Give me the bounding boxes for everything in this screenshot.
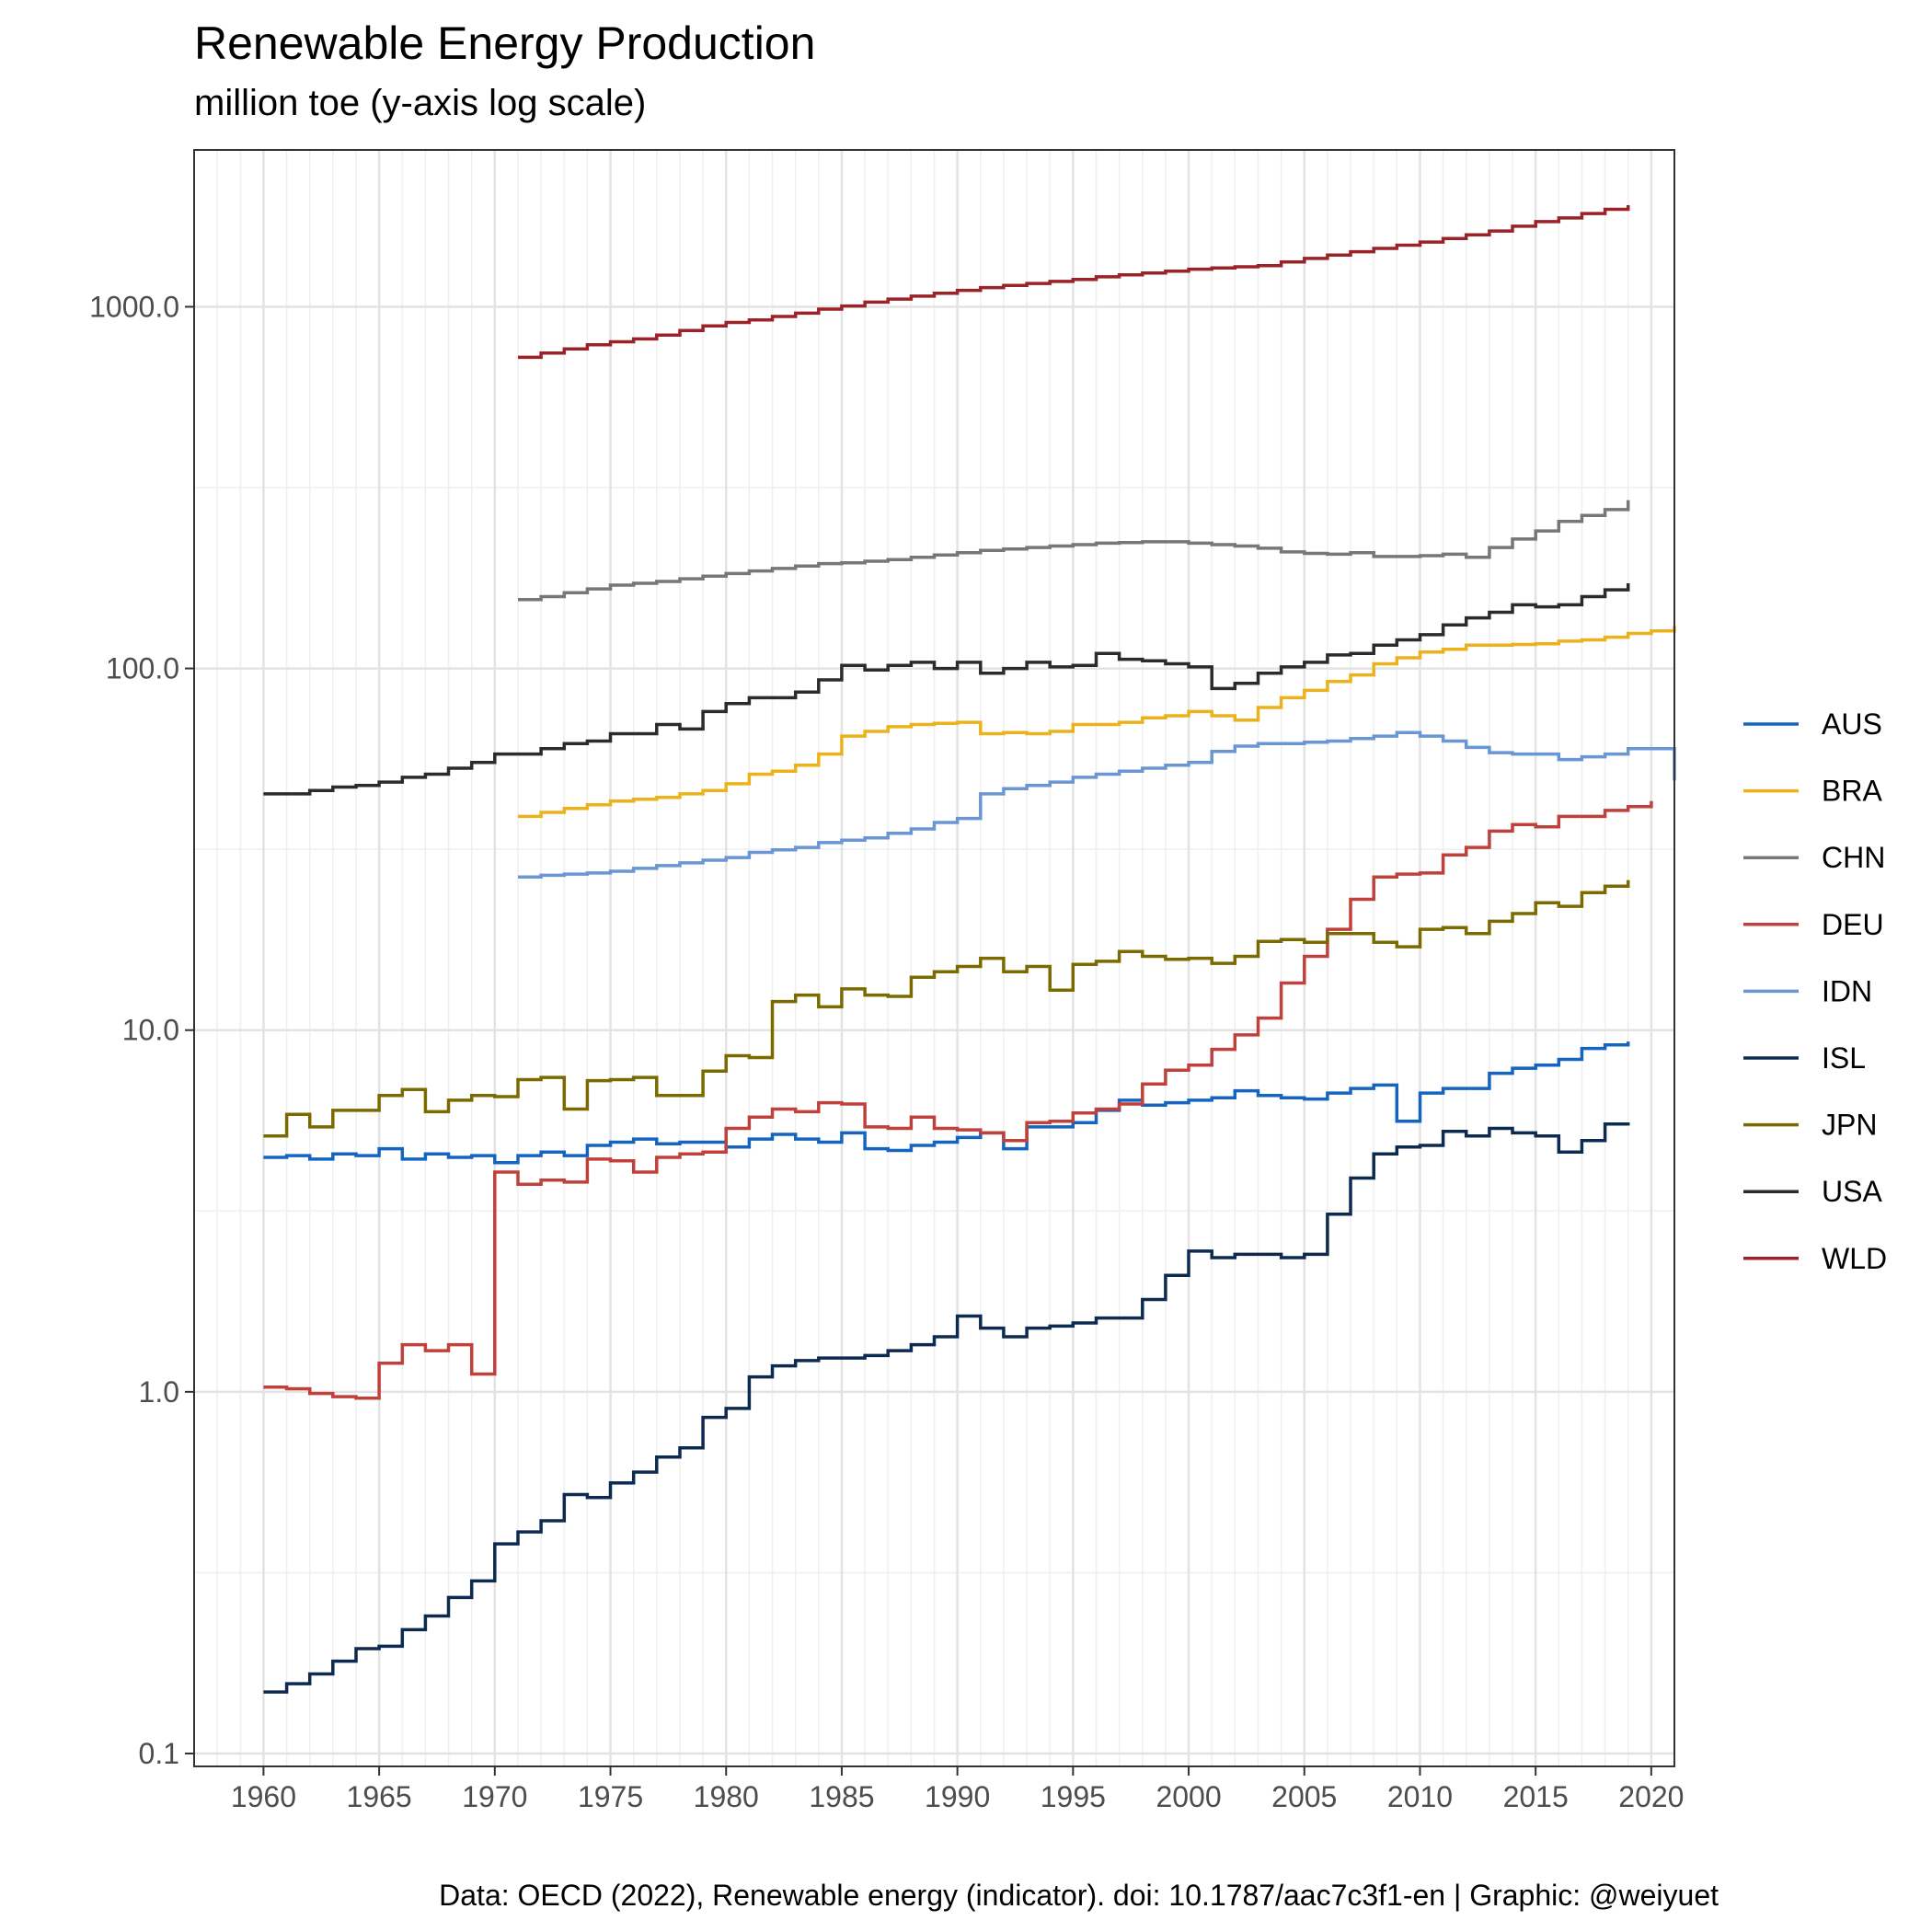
x-tick-label: 2010 (1387, 1780, 1453, 1813)
x-tick-label: 2015 (1503, 1780, 1569, 1813)
series-layer (263, 205, 1676, 1694)
panel-border (193, 149, 1675, 1767)
legend-label-bra: BRA (1822, 775, 1882, 808)
x-tick-label: 2000 (1156, 1780, 1221, 1813)
legend-label-usa: USA (1822, 1175, 1882, 1208)
series-line-aus (263, 1041, 1630, 1165)
legend-label-idn: IDN (1822, 974, 1872, 1007)
x-tick-label: 1980 (694, 1780, 759, 1813)
series-line-bra (518, 626, 1676, 819)
legend-label-wld: WLD (1822, 1242, 1887, 1275)
chart-title: Renewable Energy Production (194, 17, 816, 69)
y-tick-label: 0.1 (139, 1737, 179, 1770)
series-line-wld (518, 205, 1630, 360)
legend: AUS BRA CHN DEU IDN ISL JPN USA WLD (1743, 707, 1887, 1275)
series-line-isl (263, 1122, 1630, 1694)
caption: Data: OECD (2022), Renewable energy (ind… (439, 1879, 1719, 1912)
legend-label-aus: AUS (1822, 707, 1882, 741)
series-line-deu (263, 800, 1653, 1400)
x-tick-label: 1965 (347, 1780, 412, 1813)
legend-label-jpn: JPN (1822, 1109, 1877, 1142)
legend-label-deu: DEU (1822, 908, 1884, 941)
x-tick-label: 1975 (578, 1780, 643, 1813)
legend-label-isl: ISL (1822, 1041, 1866, 1075)
series-line-idn (518, 730, 1676, 880)
series-line-chn (518, 500, 1630, 602)
x-tick-label: 1970 (462, 1780, 527, 1813)
series-line-jpn (263, 880, 1630, 1138)
x-tick-label: 1985 (809, 1780, 874, 1813)
x-tick-label: 1995 (1041, 1780, 1106, 1813)
series-line-usa (263, 583, 1630, 796)
x-tick-label: 2020 (1618, 1780, 1684, 1813)
x-tick-label: 1990 (925, 1780, 990, 1813)
y-tick-label: 10.0 (122, 1014, 179, 1047)
y-tick-label: 1.0 (139, 1375, 179, 1409)
legend-label-chn: CHN (1822, 841, 1885, 874)
x-tick-label: 1960 (231, 1780, 296, 1813)
x-tick-label: 2005 (1271, 1780, 1337, 1813)
y-tick-label: 1000.0 (89, 290, 179, 323)
chart-subtitle: million toe (y-axis log scale) (194, 83, 647, 123)
axes-layer: 1960 1965 1970 1975 1980 1985 1990 1995 2000 2005… (89, 290, 1684, 1813)
y-tick-label: 100.0 (106, 652, 179, 685)
